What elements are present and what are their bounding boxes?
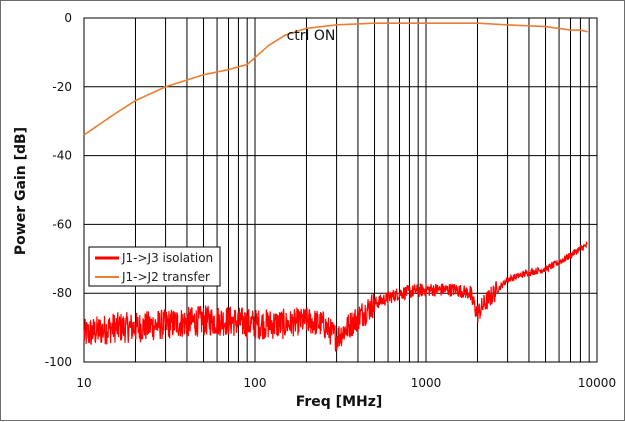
legend: J1->J3 isolation J1->J2 transfer [88,246,221,287]
x-tick-labels: 10 100 1000 10000 [76,376,616,390]
series-layer [83,22,588,353]
grid-lines [84,18,597,362]
x-tick-label: 100 [244,376,267,390]
y-tick-labels: 0 -20 -40 -60 -80 -100 [45,11,72,369]
x-tick-label: 1000 [411,376,442,390]
series-isolation-line [83,240,588,353]
x-tick-label: 10 [76,376,91,390]
series-transfer-line [83,22,588,136]
x-tick-label: 10000 [578,376,616,390]
y-tick-label: 0 [64,11,72,25]
plot-area [83,17,598,363]
legend-label-isolation: J1->J3 isolation [121,251,213,265]
legend-box [88,246,221,287]
y-tick-label: -20 [52,80,72,94]
y-tick-label: -80 [52,286,72,300]
legend-label-transfer: J1->J2 transfer [121,270,210,284]
x-axis-label: Freq [MHz] [296,394,383,410]
chart-title: ctrl ON [287,28,336,44]
y-tick-label: -100 [45,355,72,369]
y-tick-label: -40 [52,149,72,163]
y-axis-label: Power Gain [dB] [13,127,29,255]
y-tick-label: -60 [52,217,72,231]
